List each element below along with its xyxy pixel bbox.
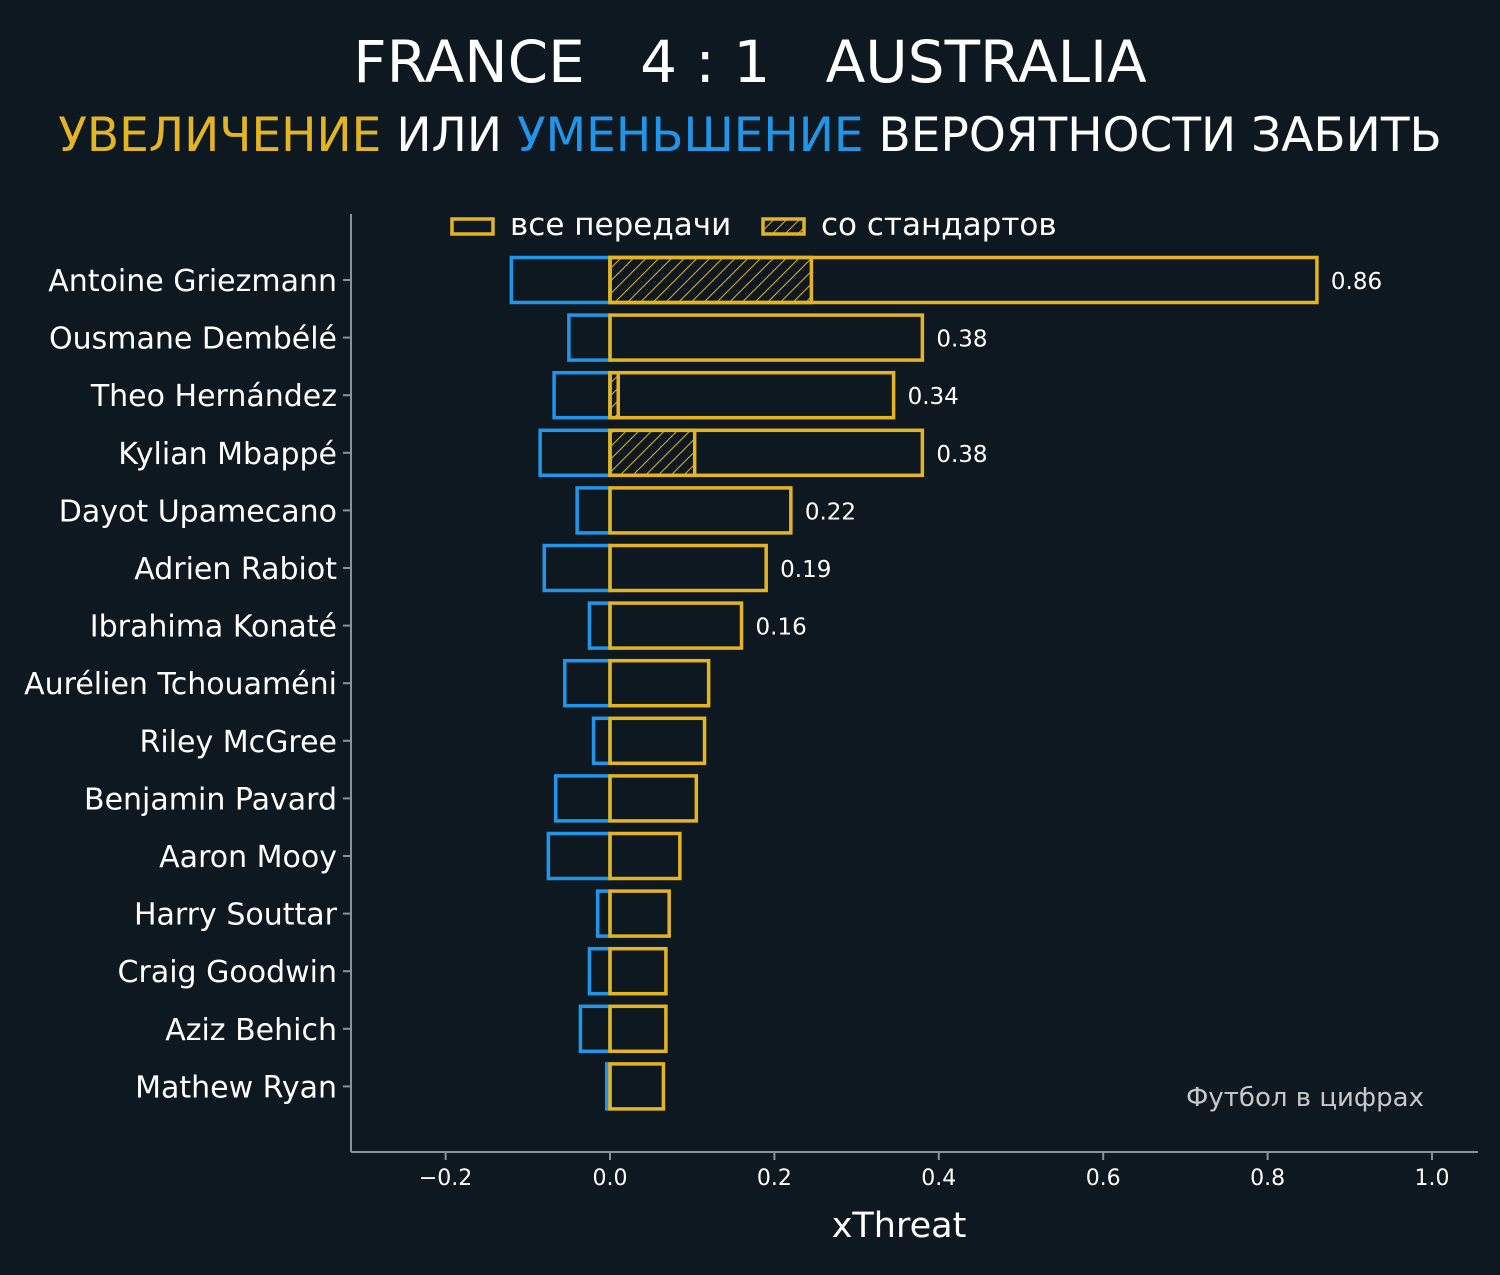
value-label: 0.34 bbox=[908, 384, 959, 410]
bar-all-passes bbox=[608, 428, 925, 478]
bar-set-pieces bbox=[608, 255, 814, 305]
bar-all-passes bbox=[608, 313, 925, 362]
bar-decrease bbox=[538, 428, 612, 478]
bar-decrease bbox=[552, 370, 612, 420]
bar-decrease bbox=[578, 1004, 612, 1054]
player-label: Theo Hernández bbox=[90, 379, 337, 414]
x-tick-label: 0.2 bbox=[757, 1166, 792, 1191]
bar-decrease bbox=[563, 658, 612, 708]
value-label: 0.16 bbox=[756, 615, 807, 641]
player-label: Riley McGree bbox=[140, 725, 337, 760]
value-label: 0.38 bbox=[936, 442, 987, 468]
bar-decrease bbox=[587, 946, 612, 996]
bar-decrease bbox=[567, 313, 612, 362]
x-tick-label: 0.4 bbox=[921, 1166, 956, 1191]
bar-decrease bbox=[509, 255, 612, 305]
player-label: Ibrahima Konaté bbox=[90, 610, 337, 645]
bar-decrease bbox=[595, 889, 612, 938]
player-label: Mathew Ryan bbox=[135, 1070, 337, 1105]
bar-all-passes bbox=[608, 831, 682, 881]
subtitle-increase: УВЕЛИЧЕНИЕ bbox=[58, 108, 382, 163]
bar-all-passes bbox=[608, 946, 668, 996]
labels: Antoine Griezmann 0.86 Ousmane Dembélé 0.38… bbox=[24, 264, 1382, 1105]
bar-all-passes bbox=[608, 658, 711, 708]
bars bbox=[509, 255, 1319, 1111]
bar-decrease bbox=[591, 716, 612, 766]
bar-all-passes bbox=[608, 601, 744, 650]
x-tick-label: −0.2 bbox=[419, 1166, 472, 1191]
bar-all-passes bbox=[608, 774, 699, 823]
match-score: 4 : 1 bbox=[640, 28, 771, 96]
legend: все передачи со стандартов bbox=[450, 207, 1057, 243]
player-label: Harry Souttar bbox=[134, 898, 338, 933]
legend-swatch-all-passes bbox=[450, 217, 495, 236]
player-label: Adrien Rabiot bbox=[134, 552, 337, 587]
value-label: 0.86 bbox=[1331, 269, 1382, 295]
match-title: FRANCE 4 : 1 AUSTRALIA bbox=[0, 28, 1500, 96]
watermark: Футбол в цифрах bbox=[1186, 1083, 1424, 1113]
axes: −0.2 0.0 0.2 0.4 0.6 0.8 1.0 bbox=[343, 214, 1478, 1191]
bar-all-passes bbox=[608, 255, 1319, 305]
home-team: FRANCE bbox=[353, 28, 585, 96]
value-label: 0.38 bbox=[936, 327, 987, 353]
x-tick-label: 0.6 bbox=[1086, 1166, 1121, 1191]
legend-label-set-pieces: со стандартов bbox=[821, 207, 1057, 243]
value-label: 0.22 bbox=[805, 499, 856, 525]
x-tick-label: 0.0 bbox=[593, 1166, 628, 1191]
x-tick-label: 1.0 bbox=[1415, 1166, 1450, 1191]
legend-label-all-passes: все передачи bbox=[510, 207, 731, 243]
subtitle-decrease: УМЕНЬШЕНИЕ bbox=[516, 108, 864, 163]
player-label: Dayot Upamecano bbox=[59, 494, 337, 529]
bar-all-passes bbox=[608, 370, 896, 420]
player-label: Kylian Mbappé bbox=[118, 437, 337, 472]
bar-all-passes bbox=[608, 486, 793, 535]
player-label: Antoine Griezmann bbox=[48, 264, 337, 299]
bar-all-passes bbox=[608, 716, 707, 766]
legend-swatch-set-pieces bbox=[761, 217, 806, 236]
bar-decrease bbox=[575, 486, 612, 535]
away-team: AUSTRALIA bbox=[825, 28, 1147, 96]
bar-set-pieces bbox=[608, 428, 697, 478]
player-label: Ousmane Dembélé bbox=[49, 322, 337, 357]
subtitle-rest: ВЕРОЯТНОСТИ ЗАБИТЬ bbox=[878, 108, 1442, 163]
bar-decrease bbox=[553, 774, 612, 823]
player-label: Craig Goodwin bbox=[118, 955, 337, 990]
bar-all-passes bbox=[608, 889, 671, 938]
player-label: Aurélien Tchouaméni bbox=[24, 667, 337, 702]
chart-subtitle: УВЕЛИЧЕНИЕ ИЛИ УМЕНЬШЕНИЕ ВЕРОЯТНОСТИ ЗА… bbox=[0, 108, 1500, 163]
bar-decrease bbox=[587, 601, 612, 650]
player-label: Aziz Behich bbox=[165, 1013, 337, 1048]
subtitle-or: ИЛИ bbox=[396, 108, 503, 163]
bar-decrease bbox=[546, 831, 612, 881]
player-label: Benjamin Pavard bbox=[84, 782, 337, 817]
x-axis-label: xThreat bbox=[832, 1206, 967, 1246]
player-label: Aaron Mooy bbox=[159, 840, 337, 875]
bar-all-passes bbox=[608, 1004, 668, 1054]
value-label: 0.19 bbox=[780, 557, 831, 583]
x-tick-label: 0.8 bbox=[1250, 1166, 1285, 1191]
bar-all-passes bbox=[608, 543, 768, 593]
bar-decrease bbox=[542, 543, 612, 593]
bar-all-passes bbox=[608, 1062, 666, 1111]
